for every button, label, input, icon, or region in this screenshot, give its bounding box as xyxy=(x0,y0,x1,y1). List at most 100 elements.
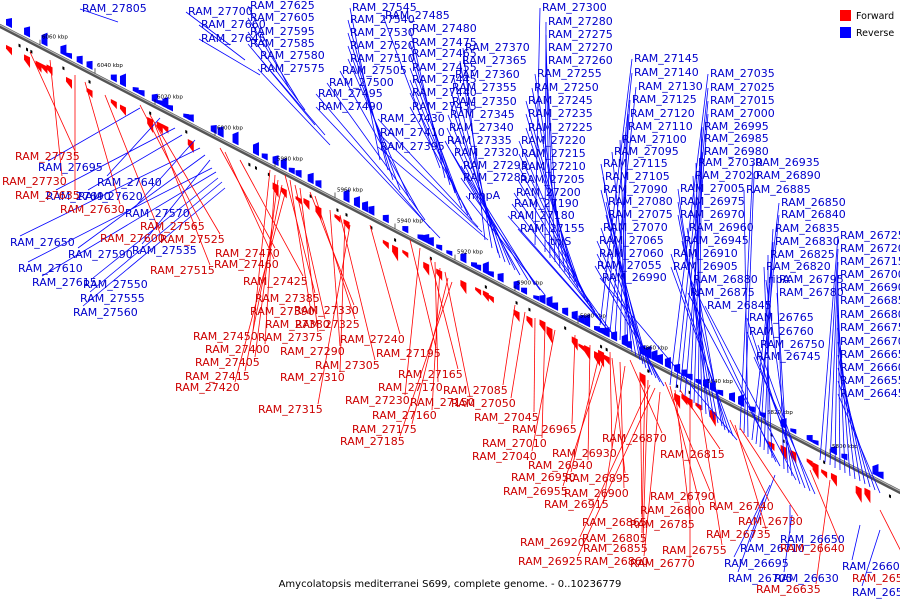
reverse-gene-label[interactable]: RAM_27500 xyxy=(329,76,394,89)
reverse-gene-label[interactable]: RAM_27690 xyxy=(46,190,111,203)
reverse-gene-label[interactable]: RAM_27235 xyxy=(528,107,593,120)
reverse-gene-label[interactable]: RAM_26875 xyxy=(690,286,755,299)
reverse-gene-label[interactable]: RAM_27200 xyxy=(516,186,581,199)
forward-gene-label[interactable]: RAM_27315 xyxy=(258,403,323,416)
forward-gene-label[interactable]: RAM_27375 xyxy=(258,331,323,344)
reverse-gene-label[interactable]: RAM_27560 xyxy=(73,306,138,319)
forward-gene-label[interactable]: RAM_27045 xyxy=(474,411,539,424)
reverse-gene-label[interactable]: mhpA xyxy=(468,189,501,202)
reverse-gene-label[interactable]: RAM_27065 xyxy=(599,234,664,247)
reverse-gene-label[interactable]: RAM_27695 xyxy=(38,161,103,174)
reverse-gene-label[interactable]: RAM_26670 xyxy=(840,335,900,348)
reverse-gene-label[interactable]: RAM_27445 xyxy=(412,73,477,86)
forward-gene-label[interactable]: RAM_27165 xyxy=(398,368,463,381)
reverse-gene-label[interactable]: RAM_27090 xyxy=(603,183,668,196)
forward-gene-label[interactable]: RAM_27040 xyxy=(472,450,537,463)
reverse-gene-label[interactable]: RAM_27550 xyxy=(83,278,148,291)
reverse-gene-label[interactable]: RAM_26680 xyxy=(840,308,900,321)
reverse-gene-label[interactable]: RAM_26905 xyxy=(673,260,738,273)
reverse-gene-label[interactable]: RAM_26935 xyxy=(755,156,820,169)
forward-gene-label[interactable]: RAM_26535 xyxy=(852,572,900,585)
forward-gene-label[interactable]: RAM_26640 xyxy=(780,542,845,555)
reverse-gene-label[interactable]: RAM_27440 xyxy=(412,86,477,99)
reverse-gene-label[interactable]: RAM_27080 xyxy=(608,195,673,208)
reverse-gene-label[interactable]: RAM_27610 xyxy=(18,262,83,275)
forward-gene-label[interactable]: RAM_27150 xyxy=(410,396,475,409)
reverse-gene-label[interactable]: RAM_27145 xyxy=(634,52,699,65)
forward-gene-label[interactable]: RAM_27085 xyxy=(443,384,508,397)
reverse-gene-label[interactable]: RAM_27070 xyxy=(603,221,668,234)
reverse-gene-label[interactable]: thiS xyxy=(550,235,571,248)
reverse-gene-label[interactable]: RAM_27535 xyxy=(132,244,197,257)
reverse-gene-label[interactable]: RAM_27480 xyxy=(412,22,477,35)
reverse-gene-label[interactable]: RAM_27140 xyxy=(634,66,699,79)
reverse-gene-label[interactable]: RAM_27545 xyxy=(352,1,417,14)
reverse-gene-label[interactable]: RAM_27620 xyxy=(78,190,143,203)
forward-gene-label[interactable]: RAM_26920 xyxy=(520,536,585,549)
reverse-gene-label[interactable]: RAM_27115 xyxy=(603,157,668,170)
forward-gene-label[interactable]: RAM_27600 xyxy=(100,232,165,245)
forward-gene-label[interactable]: RAM_26785 xyxy=(630,518,695,531)
reverse-gene-label[interactable]: RAM_27220 xyxy=(521,134,586,147)
forward-gene-label[interactable]: RAM_27185 xyxy=(340,435,405,448)
reverse-gene-label[interactable]: RAM_27660 xyxy=(201,18,266,31)
forward-gene-label[interactable]: RAM_26865 xyxy=(582,516,647,529)
reverse-gene-label[interactable]: RAM_26910 xyxy=(673,247,738,260)
reverse-gene-label[interactable]: RAM_27540 xyxy=(350,13,415,26)
forward-gene-label[interactable]: RAM_27420 xyxy=(175,381,240,394)
forward-gene-label[interactable]: RAM_27635 xyxy=(15,189,80,202)
reverse-gene-label[interactable]: RAM_27030 xyxy=(698,156,763,169)
reverse-gene-label[interactable]: RAM_27360 xyxy=(455,68,520,81)
reverse-gene-label[interactable]: RAM_26970 xyxy=(680,208,745,221)
reverse-gene-label[interactable]: RAM_27320 xyxy=(454,146,519,159)
reverse-gene-label[interactable]: RAM_26675 xyxy=(840,321,900,334)
reverse-gene-label[interactable]: RAM_27105 xyxy=(605,170,670,183)
reverse-gene-label[interactable]: RAM_27615 xyxy=(32,276,97,289)
forward-gene-label[interactable]: RAM_27240 xyxy=(340,333,405,346)
reverse-gene-label[interactable]: RAM_26885 xyxy=(746,183,811,196)
reverse-gene-label[interactable]: RAM_26995 xyxy=(704,120,769,133)
forward-gene-label[interactable]: RAM_27195 xyxy=(376,347,441,360)
reverse-gene-label[interactable]: RAM_27645 xyxy=(201,32,266,45)
reverse-gene-label[interactable]: RAM_27585 xyxy=(250,37,315,50)
forward-gene-label[interactable]: RAM_27305 xyxy=(315,359,380,372)
forward-gene-label[interactable]: RAM_26755 xyxy=(662,544,727,557)
forward-gene-label[interactable]: RAM_27460 xyxy=(214,258,279,271)
reverse-gene-label[interactable]: RAM_26820 xyxy=(766,260,831,273)
reverse-gene-label[interactable]: RAM_27280 xyxy=(548,15,613,28)
reverse-gene-label[interactable]: RAM_26835 xyxy=(775,222,840,235)
forward-gene-label[interactable]: RAM_27450 xyxy=(193,330,258,343)
forward-gene-label[interactable]: RAM_26925 xyxy=(518,555,583,568)
forward-gene-label[interactable]: RAM_27525 xyxy=(160,233,225,246)
forward-gene-label[interactable]: RAM_26895 xyxy=(565,472,630,485)
forward-gene-label[interactable]: RAM_26815 xyxy=(660,448,725,461)
reverse-gene-label[interactable]: RAM_26880 xyxy=(693,273,758,286)
reverse-gene-label[interactable]: RAM_27335 xyxy=(447,134,512,147)
reverse-gene-label[interactable]: RAM_26600 xyxy=(842,560,900,573)
reverse-gene-label[interactable]: RAM_27495 xyxy=(318,87,383,100)
reverse-gene-label[interactable]: RAM_27475 xyxy=(412,36,477,49)
reverse-gene-label[interactable]: RAM_26630 xyxy=(774,572,839,585)
reverse-gene-label[interactable]: RAM_27120 xyxy=(630,107,695,120)
reverse-gene-label[interactable]: RAM_26655 xyxy=(840,374,900,387)
forward-gene-label[interactable]: RAM_26950 xyxy=(511,471,576,484)
reverse-gene-label[interactable]: RAM_27410 xyxy=(380,126,445,139)
forward-gene-label[interactable]: RAM_27730 xyxy=(2,175,67,188)
reverse-gene-label[interactable]: RAM_26710 xyxy=(740,542,805,555)
forward-gene-label[interactable]: RAM_27515 xyxy=(150,264,215,277)
forward-gene-label[interactable]: RAM_26930 xyxy=(552,447,617,460)
forward-gene-label[interactable]: RAM_27390 xyxy=(250,305,315,318)
reverse-gene-label[interactable]: RAM_26645 xyxy=(840,387,900,400)
forward-gene-label[interactable]: RAM_27170 xyxy=(378,381,443,394)
forward-gene-label[interactable]: RAM_27175 xyxy=(352,423,417,436)
forward-gene-label[interactable]: RAM_27470 xyxy=(215,247,280,260)
reverse-gene-label[interactable]: RAM_27205 xyxy=(520,173,585,186)
reverse-gene-label[interactable]: RAM_26690 xyxy=(840,281,900,294)
reverse-gene-label[interactable]: RAM_27100 xyxy=(622,133,687,146)
reverse-gene-label[interactable]: ribA xyxy=(768,273,791,286)
forward-gene-label[interactable]: RAM_26740 xyxy=(709,500,774,513)
reverse-gene-label[interactable]: RAM_27465 xyxy=(412,47,477,60)
forward-gene-label[interactable]: RAM_26870 xyxy=(602,432,667,445)
forward-gene-label[interactable]: RAM_26635 xyxy=(756,583,821,596)
forward-gene-label[interactable]: RAM_27400 xyxy=(205,343,270,356)
